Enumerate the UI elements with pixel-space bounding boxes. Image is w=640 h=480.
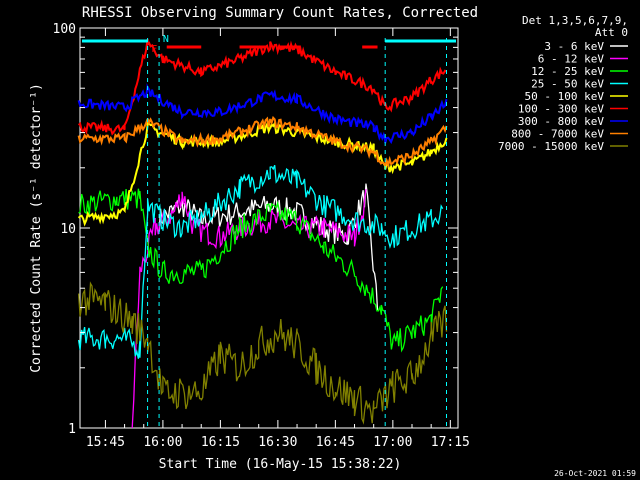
legend-header-line: Att 0 [595, 26, 628, 39]
x-tick-label: 17:00 [373, 435, 412, 450]
legend-label: 300 - 800 keV [518, 115, 604, 128]
x-tick-label: 16:30 [258, 435, 297, 450]
series-line-1 [158, 183, 379, 311]
y-tick-label: 100 [53, 22, 76, 37]
legend-header-line: Det 1,3,5,6,7,9, [522, 14, 628, 27]
legend-label: 800 - 7000 keV [511, 128, 604, 141]
axis-layer: 15:45 16:00 16:15 16:30 16:45 17:00 17:15 1 10 10… [53, 22, 470, 450]
y-tick-label: 1 [68, 422, 76, 437]
legend-label: 3 - 6 keV [544, 40, 604, 53]
series-line-8 [77, 115, 448, 169]
night-flag-label: N [163, 34, 169, 45]
series-line-7 [77, 83, 448, 145]
legend-label: 7000 - 15000 keV [498, 140, 604, 153]
y-axis-label: Corrected Count Rate (s⁻¹ detector⁻¹) [29, 83, 44, 373]
flag-layer: FN [82, 34, 456, 428]
x-tick-label: 16:45 [316, 435, 355, 450]
y-tick-label: 10 [60, 222, 76, 237]
x-tick-label: 15:45 [86, 435, 125, 450]
legend-label: 12 - 25 keV [531, 65, 604, 78]
chart-title: RHESSI Observing Summary Count Rates, Co… [82, 5, 478, 21]
legend-label: 25 - 50 keV [531, 78, 604, 91]
x-tick-label: 17:15 [431, 435, 470, 450]
series-line-4 [77, 164, 444, 359]
x-axis-label: Start Time (16-May-15 15:38:22) [159, 457, 402, 472]
flare-flag-label: F [151, 44, 157, 55]
series-line-2 [131, 189, 367, 429]
legend-label: 50 - 100 keV [525, 90, 605, 103]
x-tick-label: 16:15 [201, 435, 240, 450]
legend-label: 6 - 12 keV [538, 53, 605, 66]
legend-label: 100 - 300 keV [518, 103, 604, 116]
footer-date: 26-Oct-2021 01:59 [554, 469, 636, 478]
x-tick-label: 16:00 [143, 435, 182, 450]
